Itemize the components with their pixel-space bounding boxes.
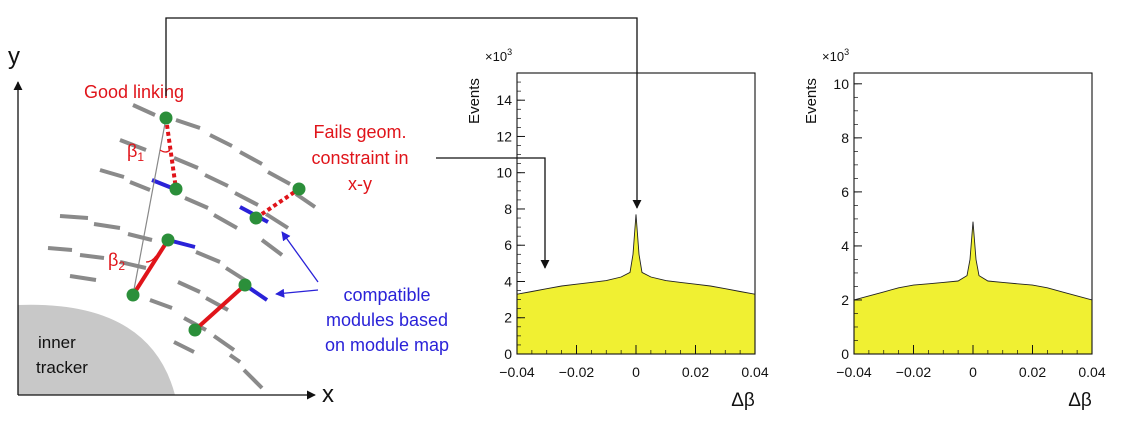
y-axis-title: Events	[466, 78, 483, 124]
histogram-fill	[853, 221, 1093, 355]
x-axis-label: x	[322, 381, 334, 408]
y-tick-label: 8	[841, 130, 849, 146]
inner-tracker-label-line1: inner	[38, 333, 76, 352]
beta1-label: β1	[127, 141, 144, 164]
histogram-before: 0 2 4 6 8 10 12 14 −0.04 −0.02 0 0.02 0.04 Events Δβ ×1…	[466, 47, 769, 411]
y-tick-label: 0	[841, 346, 849, 362]
x-tick-label: 0	[969, 364, 977, 380]
x-tick-label: −0.04	[836, 364, 872, 380]
tracker-sketch: y x Good linking Fails geom. constraint …	[8, 43, 449, 408]
x-tick-label: 0.04	[741, 364, 768, 380]
inner-tracker-label-line2: tracker	[36, 358, 88, 377]
detector-modules	[47, 103, 317, 390]
compatible-label-line3: on module map	[325, 335, 449, 355]
x-tick-label: −0.02	[559, 364, 595, 380]
compatible-label-line2: modules based	[326, 310, 448, 330]
beta1-arc	[159, 149, 171, 153]
x-tick-label: −0.04	[499, 364, 535, 380]
y-multiplier: ×103	[485, 47, 512, 64]
good-linking-label: Good linking	[84, 82, 184, 102]
compat-arrow-1	[281, 231, 319, 283]
compat-arrow-2	[275, 288, 319, 298]
beta2-arc	[145, 255, 157, 263]
x-tick-label: 0.04	[1078, 364, 1105, 380]
y-tick-label: 0	[504, 346, 512, 362]
x-tick-label: −0.02	[896, 364, 932, 380]
fails-label-line2: constraint in	[311, 148, 408, 168]
fails-label-line3: x-y	[348, 174, 372, 194]
compatible-label-line1: compatible	[343, 285, 430, 305]
y-tick-label: 6	[841, 184, 849, 200]
inner-tracker-region	[18, 304, 175, 395]
y-tick-label: 4	[504, 273, 512, 289]
x-tick-label: 0	[632, 364, 640, 380]
y-axis-title: Events	[803, 78, 820, 124]
x-tick-label: 0.02	[682, 364, 709, 380]
histogram-fill	[516, 214, 756, 355]
beta2-label: β2	[108, 250, 125, 273]
y-tick-label: 14	[496, 92, 512, 108]
histogram-after: 0 2 4 6 8 10 −0.04 −0.02 0 0.02 0.04 Events Δβ ×103	[803, 47, 1106, 411]
y-tick-label: 6	[504, 237, 512, 253]
x-axis-title: Δβ	[731, 390, 755, 411]
y-tick-label: 10	[833, 76, 849, 92]
y-tick-label: 2	[841, 292, 849, 308]
good-link-1	[131, 238, 170, 297]
y-tick-label: 10	[496, 165, 512, 181]
bad-link-1	[164, 117, 178, 190]
connector-good-to-peak	[165, 17, 642, 209]
good-link-2	[193, 283, 247, 332]
y-axis-label: y	[8, 43, 20, 70]
y-tick-label: 12	[496, 128, 512, 144]
x-axis-title: Δβ	[1068, 390, 1092, 411]
fails-label-line1: Fails geom.	[313, 122, 406, 142]
y-tick-label: 4	[841, 238, 849, 254]
connector-fails-to-tail	[436, 157, 550, 269]
y-tick-label: 2	[504, 310, 512, 326]
hits	[126, 111, 306, 337]
y-tick-label: 8	[504, 201, 512, 217]
reference-line	[132, 117, 167, 296]
y-multiplier: ×103	[822, 47, 849, 64]
x-tick-label: 0.02	[1019, 364, 1046, 380]
bad-link-2	[254, 187, 301, 220]
